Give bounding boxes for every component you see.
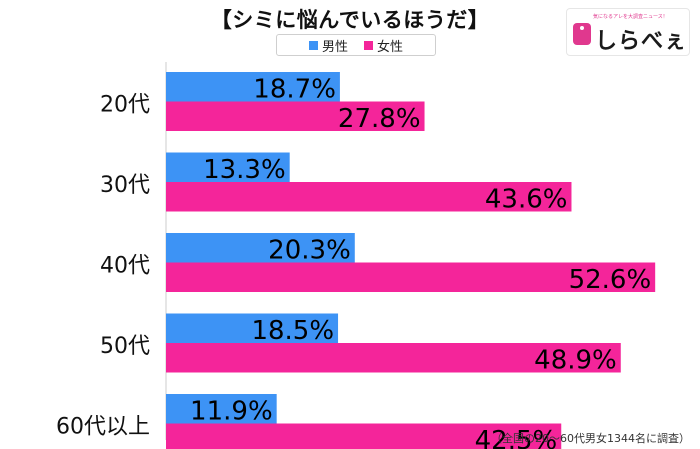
logo-tagline: 気になるアレを大調査ニュース！ (593, 14, 668, 20)
data-label: 18.5% (251, 316, 334, 346)
bar-male (166, 394, 277, 424)
logo-mark-icon (573, 23, 591, 45)
legend-swatch-male (308, 40, 318, 50)
data-label: 48.9% (534, 346, 617, 376)
category-label: 40代 (100, 254, 150, 279)
logo-name: しらべぇ (595, 29, 688, 54)
legend-label-female: 女性 (377, 39, 404, 55)
category-label: 60代以上 (56, 415, 150, 440)
category-label: 50代 (100, 334, 150, 359)
bar-male (166, 313, 339, 343)
legend-label-male: 男性 (321, 39, 348, 55)
bar-female (166, 182, 572, 212)
data-label: 13.3% (203, 155, 286, 185)
chart-title: 【シミに悩んでいるほうだ】 (210, 8, 490, 32)
data-label: 42.5% (475, 426, 558, 449)
bar-female (166, 101, 425, 131)
category-label: 20代 (100, 93, 150, 118)
bar-female (166, 262, 656, 292)
data-label: 11.9% (190, 397, 273, 427)
bar-female (166, 423, 562, 449)
bar-male (166, 233, 355, 263)
legend-item-male: 男性 (308, 36, 348, 55)
legend-swatch-female (364, 40, 373, 50)
data-label: 52.6% (569, 265, 652, 295)
data-label: 18.7% (253, 75, 336, 105)
category-label: 30代 (100, 173, 150, 198)
legend: 男性 女性 (276, 34, 436, 56)
data-label: 27.8% (338, 104, 421, 134)
bar-male (166, 152, 290, 182)
bar-male (166, 72, 340, 102)
data-label: 20.3% (268, 236, 351, 266)
bar-female (166, 343, 621, 373)
source-note: （全国の20～60代男女1344名に調査） (491, 432, 690, 445)
shirabee-logo: 気になるアレを大調査ニュース！ しらべぇ (566, 8, 690, 56)
legend-item-female: 女性 (364, 36, 403, 55)
data-label: 43.6% (485, 185, 568, 215)
